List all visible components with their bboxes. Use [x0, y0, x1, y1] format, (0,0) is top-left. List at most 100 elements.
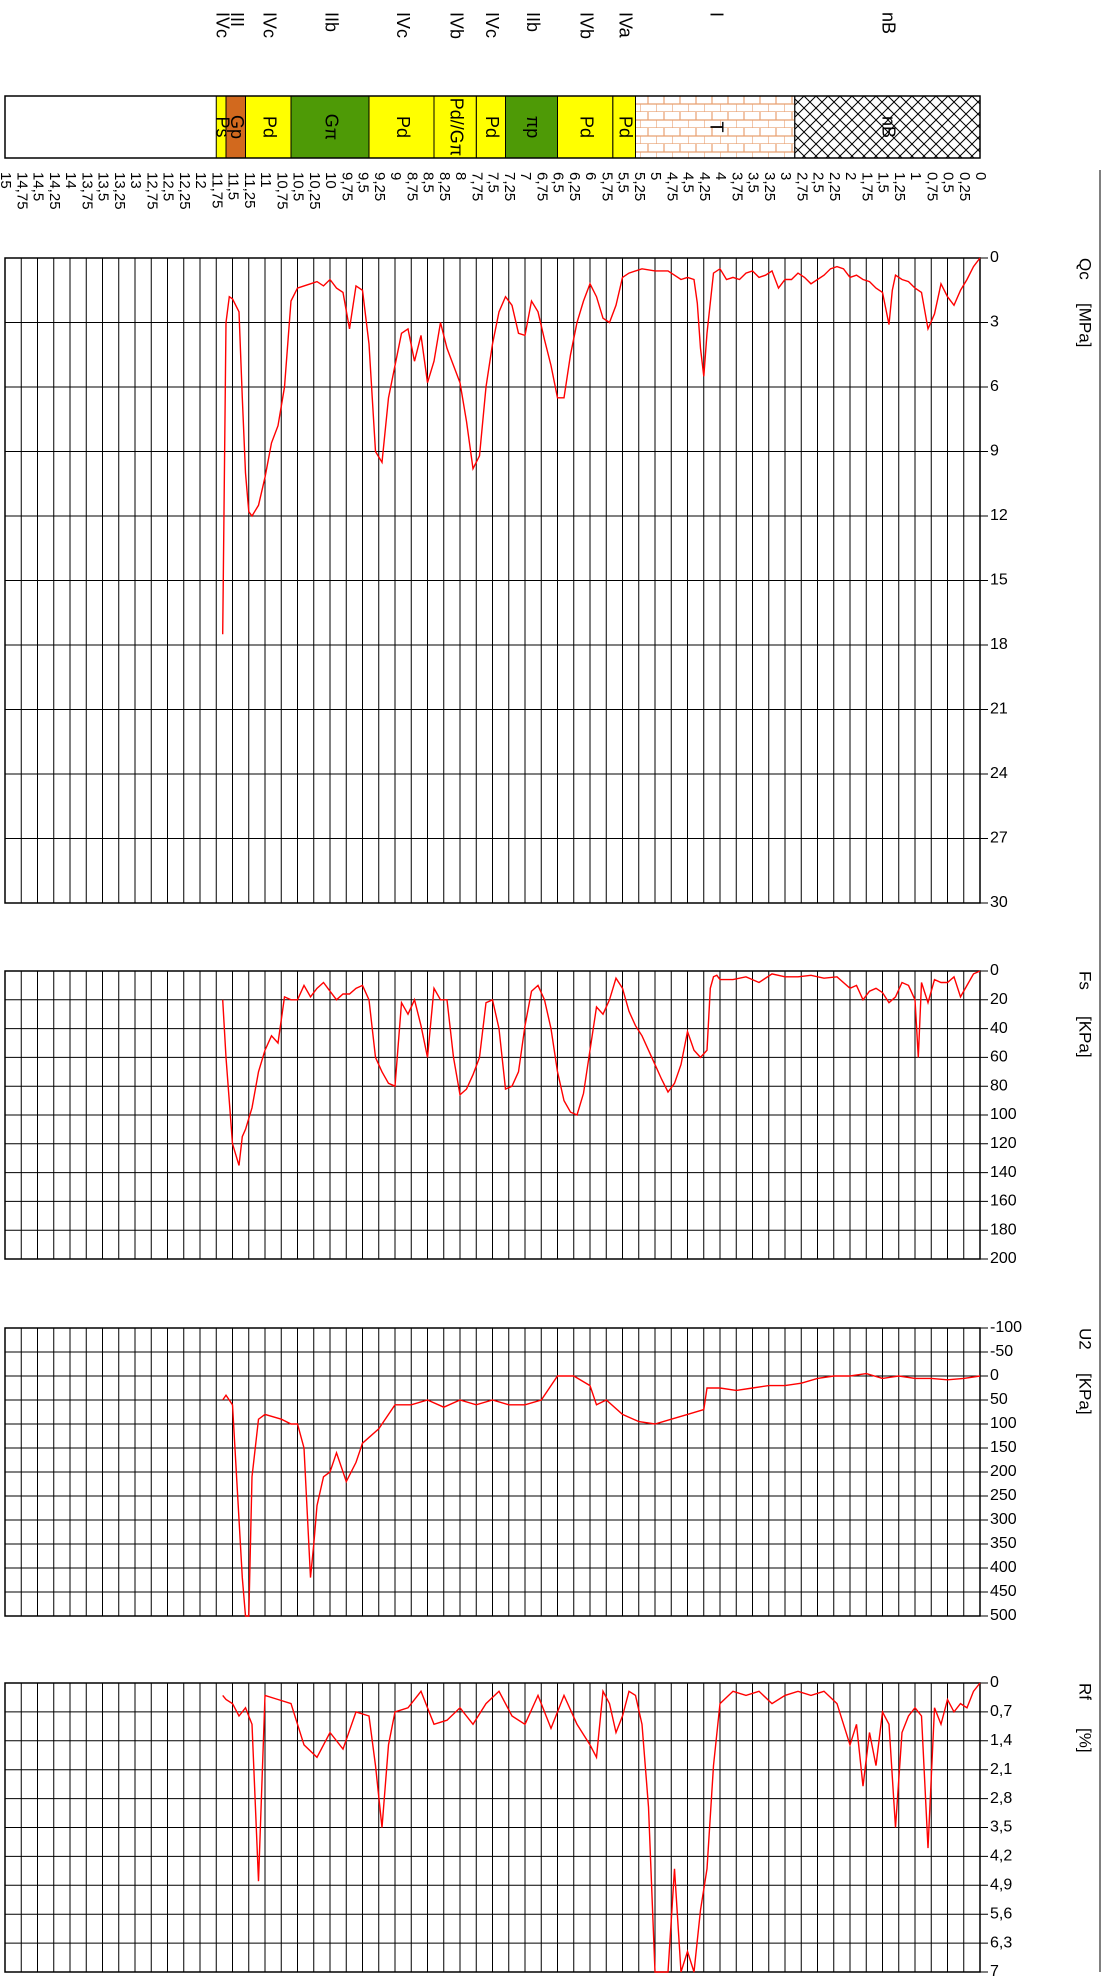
y-tick-label: 200 [990, 1250, 1017, 1267]
depth-tick-label: 0,5 [940, 172, 957, 193]
depth-tick-label: 5,25 [631, 172, 648, 201]
soil-layer-code: T [706, 122, 726, 133]
y-tick-label: 0,7 [990, 1703, 1012, 1720]
depth-tick-label: 12,5 [160, 172, 177, 201]
soil-layer-code: nB [879, 116, 899, 138]
series-line-u2 [222, 1372, 981, 1617]
depth-tick-label: 7,5 [485, 172, 502, 193]
series-line-rf [222, 1682, 981, 1973]
depth-tick-label: 9,25 [371, 172, 388, 201]
depth-tick-label: 3 [777, 172, 794, 180]
depth-tick-label: 2,5 [810, 172, 827, 193]
soil-layer-group: IVb [446, 12, 466, 39]
depth-tick-label: 6,75 [533, 172, 550, 201]
series-line-qc [222, 257, 981, 635]
depth-tick-label: 5 [647, 172, 664, 180]
y-tick-label: 60 [990, 1049, 1008, 1066]
depth-tick-label: 14,5 [30, 172, 47, 201]
y-tick-label: 300 [990, 1511, 1017, 1528]
panel-u2: -100 -50 0 50 100 150 200 250 300 350 400 450 500 U2 [… [4, 1319, 1095, 1624]
depth-tick-label: 11,5 [225, 172, 242, 200]
panel-fs: 0 20 40 60 80 100 120 140 160 180 200 Fs [KPa] [4, 962, 1095, 1267]
depth-tick-label: 4,75 [663, 172, 680, 201]
depth-tick-label: 2,25 [826, 172, 843, 201]
y-tick-label: 400 [990, 1559, 1017, 1576]
depth-tick-label: 4,25 [696, 172, 713, 201]
soil-layer-code: Pd [260, 116, 280, 138]
depth-tick-label: 1 [907, 172, 924, 180]
y-tick-label: -50 [990, 1343, 1013, 1360]
y-tick-label: 150 [990, 1439, 1017, 1456]
depth-tick-label: 13,5 [95, 172, 112, 201]
soil-layer-code: Pd [576, 116, 596, 138]
y-tick-label: 40 [990, 1020, 1008, 1037]
y-tick-label: 120 [990, 1135, 1017, 1152]
axis-unit: [KPa] [1076, 1016, 1095, 1058]
depth-tick-label: 7,25 [501, 172, 518, 201]
depth-tick-label: 5,75 [598, 172, 615, 201]
depth-tick-label: 2 [842, 172, 859, 180]
y-tick-label: 500 [990, 1607, 1017, 1624]
y-tick-label: 12 [990, 507, 1008, 524]
soil-layer-group: IVb [576, 12, 596, 39]
y-tick-label: 4,2 [990, 1848, 1012, 1865]
y-tick-label: -100 [990, 1319, 1022, 1336]
depth-tick-label: 3,25 [761, 172, 778, 201]
depth-tick-label: 12,25 [176, 172, 193, 210]
depth-tick-label: 11 [257, 172, 274, 188]
y-tick-label: 0 [990, 249, 999, 266]
axis-label: Fs [1076, 971, 1095, 990]
depth-axis: 00,250,50,7511,251,51,7522,252,52,7533,2… [0, 170, 1101, 1972]
depth-tick-label: 4 [712, 172, 729, 180]
depth-tick-label: 10,75 [273, 172, 290, 210]
depth-tick-label: 3,75 [728, 172, 745, 201]
soil-layer-group: IVc [260, 12, 280, 38]
depth-tick-label: 0 [972, 172, 989, 180]
axis-label: Rf [1076, 1683, 1095, 1700]
y-tick-label: 350 [990, 1535, 1017, 1552]
y-tick-label: 3,5 [990, 1819, 1012, 1836]
y-tick-label: 7 [990, 1963, 999, 1977]
depth-tick-label: 12,75 [143, 172, 160, 210]
soil-column-frame [4, 95, 981, 159]
y-tick-label: 0 [990, 1674, 999, 1691]
axis-unit: [KPa] [1076, 1373, 1095, 1415]
y-tick-label: 80 [990, 1077, 1008, 1094]
y-tick-label: 160 [990, 1193, 1017, 1210]
soil-layer-code: Ps [212, 116, 232, 137]
depth-tick-label: 9 [387, 172, 404, 180]
soil-layer-group: IVc [482, 12, 502, 38]
soil-layer-code: Pd [393, 116, 413, 138]
depth-tick-label: 12 [192, 172, 209, 189]
soil-layer-group: IIb [523, 12, 543, 32]
depth-tick-label: 13,25 [111, 172, 128, 210]
y-tick-label: 4,9 [990, 1877, 1012, 1894]
y-tick-label: 6,3 [990, 1934, 1012, 1951]
y-tick-label: 1,4 [990, 1732, 1012, 1749]
depth-tick-label: 2,75 [793, 172, 810, 201]
depth-tick-label: 6 [582, 172, 599, 180]
depth-tick-label: 8,25 [436, 172, 453, 201]
y-tick-label: 3 [990, 314, 999, 331]
depth-tick-label: 8,5 [420, 172, 437, 193]
y-tick-label: 450 [990, 1583, 1017, 1600]
depth-tick-label: 10,5 [290, 172, 307, 201]
depth-tick-label: 9,75 [338, 172, 355, 201]
depth-tick-label: 4,5 [680, 172, 697, 193]
depth-tick-label: 5,5 [615, 172, 632, 193]
measurement-panels: 0 3 6 9 12 15 18 21 24 27 30 Qc [MPa] 0 20 40 60 80 100 120… [4, 249, 1095, 1977]
depth-tick-label: 1,25 [891, 172, 908, 201]
axis-unit: [MPa] [1076, 303, 1095, 347]
depth-tick-label: 0,25 [956, 172, 973, 201]
y-tick-label: 15 [990, 572, 1008, 589]
soil-layer-group: IVc [212, 12, 232, 38]
axis-label: Qc [1076, 258, 1095, 280]
soil-layer [368, 95, 435, 159]
y-tick-label: 21 [990, 701, 1008, 718]
depth-tick-label: 11,25 [241, 172, 258, 208]
soil-layer-group: IVa [615, 12, 635, 39]
soil-layer-code: Pd [482, 116, 502, 138]
y-tick-label: 100 [990, 1106, 1017, 1123]
depth-tick-label: 10 [322, 172, 339, 189]
